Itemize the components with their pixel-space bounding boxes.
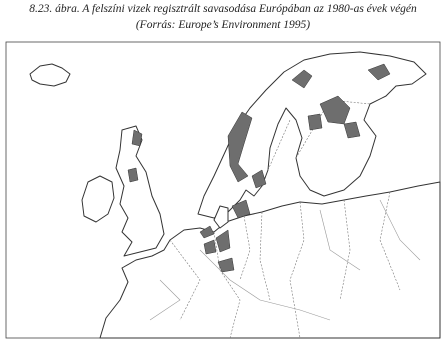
acid-area bbox=[217, 257, 235, 273]
rivers bbox=[149, 199, 421, 321]
acid-area bbox=[319, 95, 351, 125]
acid-area bbox=[227, 111, 253, 183]
acid-area bbox=[199, 225, 215, 239]
acidified-areas bbox=[127, 63, 391, 273]
acid-area bbox=[307, 113, 323, 131]
acid-area bbox=[367, 63, 391, 81]
iceland bbox=[29, 63, 71, 87]
acid-area bbox=[215, 229, 231, 253]
acid-area bbox=[203, 239, 217, 255]
ireland bbox=[81, 175, 115, 223]
denmark bbox=[213, 205, 229, 229]
acid-area bbox=[231, 199, 251, 219]
caption-source: (Forrás: Europe’s Environment 1995) bbox=[135, 19, 311, 31]
great-britain bbox=[115, 125, 165, 257]
acid-area bbox=[291, 69, 313, 89]
acid-area bbox=[131, 129, 143, 147]
acid-area bbox=[127, 167, 139, 183]
caption-title: 8.23. ábra. A felszíni vizek regisztrált… bbox=[29, 3, 417, 15]
acid-area bbox=[251, 169, 267, 189]
acid-area bbox=[343, 121, 361, 139]
